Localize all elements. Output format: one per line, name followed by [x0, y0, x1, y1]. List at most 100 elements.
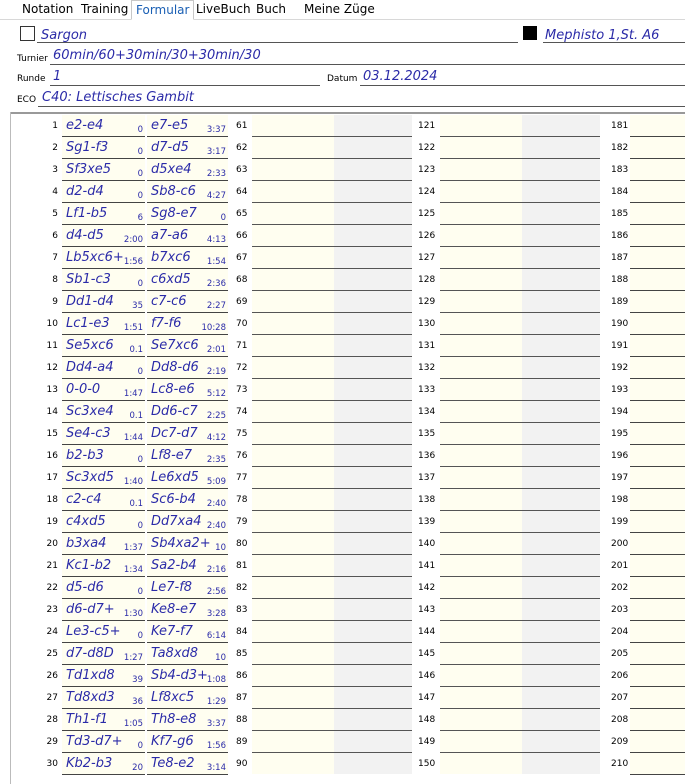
black-move-cell[interactable]: c7-c6 2:27	[147, 291, 228, 313]
black-move-cell[interactable]	[334, 643, 412, 664]
black-move-cell[interactable]	[334, 115, 412, 136]
black-move-cell[interactable]: Th8-e8 3:37	[147, 709, 228, 731]
black-move-cell[interactable]	[522, 599, 600, 620]
white-move-cell[interactable]	[252, 621, 334, 642]
white-move-cell[interactable]	[252, 379, 334, 400]
black-move-cell[interactable]: Sa2-b4 2:16	[147, 555, 228, 577]
black-move-cell[interactable]: f7-f6 10:28	[147, 313, 228, 335]
black-move-cell[interactable]	[522, 511, 600, 532]
white-move-cell[interactable]: e2-e4 0	[62, 115, 145, 137]
black-move-cell[interactable]: c6xd5 2:36	[147, 269, 228, 291]
white-move-cell[interactable]: Kc1-b2 1:34	[62, 555, 145, 577]
white-move-cell[interactable]	[630, 137, 685, 159]
white-move-cell[interactable]	[630, 599, 685, 621]
white-move-cell[interactable]	[630, 159, 685, 181]
black-move-cell[interactable]	[522, 247, 600, 268]
white-move-cell[interactable]	[252, 203, 334, 224]
white-move-cell[interactable]	[630, 335, 685, 357]
white-move-cell[interactable]: Td1xd8 39	[62, 665, 145, 687]
black-move-cell[interactable]	[522, 203, 600, 224]
white-move-cell[interactable]	[630, 511, 685, 533]
white-move-cell[interactable]	[440, 665, 522, 686]
black-move-cell[interactable]: d5xe4 2:33	[147, 159, 228, 181]
white-move-cell[interactable]	[440, 511, 522, 532]
white-move-cell[interactable]: Le3-c5+ 0	[62, 621, 145, 643]
white-move-cell[interactable]	[630, 467, 685, 489]
white-move-cell[interactable]	[440, 489, 522, 510]
black-move-cell[interactable]: Lc8-e6 5:12	[147, 379, 228, 401]
black-move-cell[interactable]	[522, 731, 600, 752]
white-move-cell[interactable]	[252, 159, 334, 180]
black-move-cell[interactable]	[334, 511, 412, 532]
white-move-cell[interactable]	[252, 555, 334, 576]
black-move-cell[interactable]	[334, 181, 412, 202]
white-move-cell[interactable]	[440, 203, 522, 224]
black-move-cell[interactable]	[334, 599, 412, 620]
white-move-cell[interactable]	[440, 357, 522, 378]
white-move-cell[interactable]: Td3-d7+ 0	[62, 731, 145, 753]
white-move-cell[interactable]: Sf3xe5 0	[62, 159, 145, 181]
white-move-cell[interactable]	[630, 115, 685, 137]
white-move-cell[interactable]	[630, 225, 685, 247]
turnier-value[interactable]: 60min/60+30min/30+30min/30	[53, 48, 261, 63]
white-move-cell[interactable]	[630, 247, 685, 269]
white-move-cell[interactable]	[630, 445, 685, 467]
white-move-cell[interactable]	[252, 577, 334, 598]
black-move-cell[interactable]	[522, 269, 600, 290]
white-move-cell[interactable]	[252, 753, 334, 774]
black-move-cell[interactable]	[522, 313, 600, 334]
tab[interactable]: Training	[81, 2, 129, 16]
white-move-cell[interactable]	[440, 599, 522, 620]
black-move-cell[interactable]	[334, 687, 412, 708]
white-move-cell[interactable]	[630, 577, 685, 599]
white-move-cell[interactable]	[252, 511, 334, 532]
black-move-cell[interactable]: Ta8xd8 10	[147, 643, 228, 665]
black-move-cell[interactable]	[334, 489, 412, 510]
white-move-cell[interactable]	[252, 445, 334, 466]
black-move-cell[interactable]	[334, 731, 412, 752]
white-move-cell[interactable]: Sc3xe4 0.1	[62, 401, 145, 423]
white-move-cell[interactable]: c2-c4 0.1	[62, 489, 145, 511]
black-move-cell[interactable]: Sg8-e7 0	[147, 203, 228, 225]
black-move-cell[interactable]	[522, 159, 600, 180]
white-move-cell[interactable]	[440, 687, 522, 708]
white-move-cell[interactable]	[630, 379, 685, 401]
black-move-cell[interactable]: Le6xd5 5:09	[147, 467, 228, 489]
white-move-cell[interactable]: d6-d7+ 1:30	[62, 599, 145, 621]
black-move-cell[interactable]	[334, 313, 412, 334]
black-move-cell[interactable]: Sb4-d3+ 1:08	[147, 665, 228, 687]
black-move-cell[interactable]: Sb4xa2+ 10	[147, 533, 228, 555]
black-move-cell[interactable]	[334, 467, 412, 488]
white-move-cell[interactable]	[440, 181, 522, 202]
white-move-cell[interactable]: d4-d5 2:00	[62, 225, 145, 247]
black-move-cell[interactable]: Ke7-f7 6:14	[147, 621, 228, 643]
white-move-cell[interactable]	[252, 467, 334, 488]
white-move-cell[interactable]: 0-0-0 1:47	[62, 379, 145, 401]
white-move-cell[interactable]	[630, 687, 685, 709]
white-move-cell[interactable]	[440, 423, 522, 444]
black-move-cell[interactable]	[334, 753, 412, 774]
black-move-cell[interactable]	[522, 115, 600, 136]
white-move-cell[interactable]	[252, 643, 334, 664]
white-move-cell[interactable]	[440, 115, 522, 136]
white-move-cell[interactable]	[252, 533, 334, 554]
black-move-cell[interactable]	[334, 335, 412, 356]
black-move-cell[interactable]	[334, 665, 412, 686]
black-move-cell[interactable]: Lf8xc5 1:29	[147, 687, 228, 709]
black-move-cell[interactable]: Le7-f8 2:56	[147, 577, 228, 599]
black-move-cell[interactable]	[334, 291, 412, 312]
white-move-cell[interactable]: Dd1-d4 35	[62, 291, 145, 313]
black-move-cell[interactable]	[522, 555, 600, 576]
white-move-cell[interactable]	[630, 665, 685, 687]
black-move-cell[interactable]	[522, 643, 600, 664]
black-move-cell[interactable]: Dc7-d7 4:12	[147, 423, 228, 445]
white-move-cell[interactable]	[440, 753, 522, 774]
black-move-cell[interactable]	[522, 709, 600, 730]
white-move-cell[interactable]	[252, 291, 334, 312]
black-move-cell[interactable]	[522, 335, 600, 356]
black-move-cell[interactable]: Dd7xa4 2:40	[147, 511, 228, 533]
white-move-cell[interactable]	[630, 291, 685, 313]
white-move-cell[interactable]	[440, 379, 522, 400]
black-move-cell[interactable]: Ke8-e7 3:28	[147, 599, 228, 621]
black-move-cell[interactable]	[522, 533, 600, 554]
